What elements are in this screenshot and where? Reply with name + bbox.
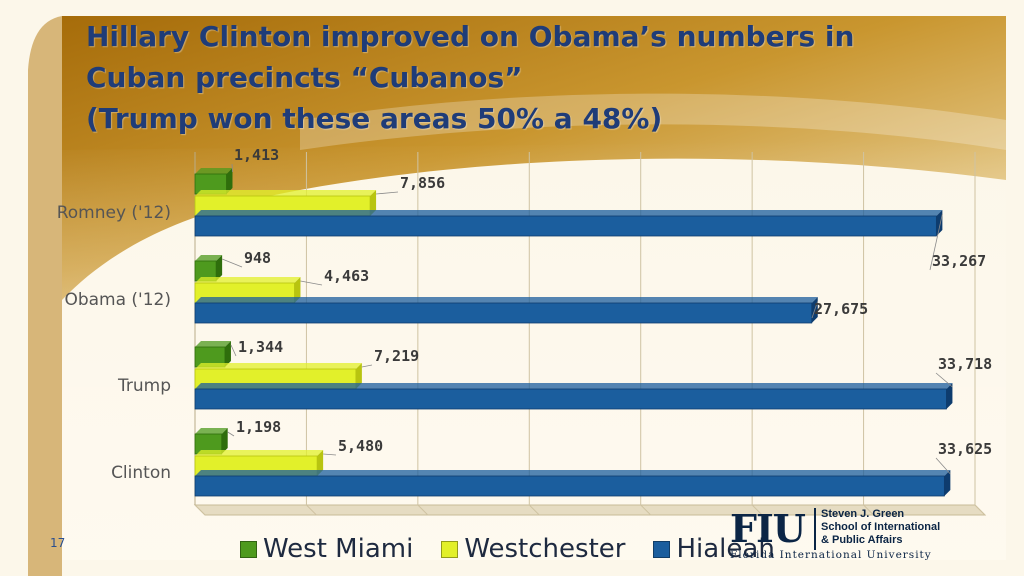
gridline-floor xyxy=(194,504,206,516)
data-label: 1,198 xyxy=(236,418,281,436)
leader-line xyxy=(323,453,337,456)
gridline-floor xyxy=(306,504,317,516)
leader-line xyxy=(227,431,235,437)
logo-school-name: Steven J. Green School of International … xyxy=(821,508,940,547)
category-label: Obama ('12) xyxy=(64,290,171,310)
data-label: 7,219 xyxy=(374,347,419,365)
legend-item-hialeah: Hialeah xyxy=(653,534,775,564)
bar-top xyxy=(195,297,818,303)
bar-end xyxy=(216,255,223,281)
logo-line: School of International xyxy=(821,521,941,533)
bar xyxy=(194,388,947,410)
data-label: 948 xyxy=(244,249,271,267)
legend-swatch xyxy=(441,540,459,558)
gridline-floor xyxy=(974,504,986,516)
bar-end xyxy=(946,383,953,409)
legend-item-west-miami: West Miami xyxy=(240,534,413,564)
bar-top xyxy=(195,255,223,261)
bar-top xyxy=(195,168,233,174)
category-label: Romney ('12) xyxy=(57,203,171,223)
slide-title: Hillary Clinton improved on Obama’s numb… xyxy=(86,16,886,139)
logo-divider xyxy=(814,508,816,550)
gridline-floor xyxy=(863,504,874,516)
fiu-logo: FIU Steven J. Green School of Internatio… xyxy=(728,506,978,568)
bar xyxy=(194,302,813,324)
category-label: Trump xyxy=(117,376,171,396)
title-line: Cuban precincts “Cubanos” xyxy=(86,61,523,94)
bar-top xyxy=(195,341,231,347)
leader-line xyxy=(935,372,953,388)
bar-top xyxy=(195,363,362,369)
bar-top xyxy=(195,210,943,216)
bar-top xyxy=(195,470,951,476)
bar-end xyxy=(936,210,943,236)
leader-line xyxy=(935,457,951,475)
data-label: 5,480 xyxy=(338,437,383,455)
data-label: 1,344 xyxy=(238,338,283,356)
gridline-floor xyxy=(640,504,652,516)
bar-end xyxy=(226,168,233,194)
leader-line xyxy=(929,213,943,271)
legend-label: West Miami xyxy=(263,534,414,564)
leader-line xyxy=(376,191,399,195)
chart-legend: West Miami Westchester Hialeah xyxy=(240,532,803,566)
data-label: 33,718 xyxy=(938,355,992,373)
leader-line xyxy=(230,344,237,357)
data-label: 7,856 xyxy=(400,174,445,192)
logo-line: Steven J. Green xyxy=(821,508,905,520)
legend-label: Hialeah xyxy=(676,534,775,564)
slide-number: 17 xyxy=(50,536,66,550)
leader-line xyxy=(361,364,373,368)
data-label: 27,675 xyxy=(814,300,868,318)
title-line: (Trump won these areas 50% a 48%) xyxy=(86,102,663,135)
logo-mark: FIU xyxy=(730,506,806,551)
bar xyxy=(194,475,945,497)
gridline-floor xyxy=(417,504,429,516)
bar-end xyxy=(944,470,951,496)
leader-line xyxy=(300,280,323,286)
bar-end xyxy=(370,190,377,216)
category-label: Clinton xyxy=(111,463,171,483)
data-label: 4,463 xyxy=(324,267,369,285)
data-label: 1,413 xyxy=(234,146,279,164)
bar-end xyxy=(224,341,231,367)
bar-top xyxy=(195,450,324,456)
bar-top xyxy=(195,190,377,196)
bar-end xyxy=(317,450,324,476)
legend-label: Westchester xyxy=(464,534,626,564)
title-line: Hillary Clinton improved on Obama’s numb… xyxy=(86,20,855,53)
bar-top xyxy=(195,383,953,389)
bar-end xyxy=(221,428,228,454)
bar-end xyxy=(355,363,362,389)
bar-top xyxy=(195,428,228,434)
data-label: 33,267 xyxy=(932,252,986,270)
gridline-floor xyxy=(751,504,763,516)
bar xyxy=(194,215,937,237)
logo-line: & Public Affairs xyxy=(821,534,903,546)
bar-top xyxy=(195,277,301,283)
leader-line xyxy=(221,258,243,268)
data-label: 33,625 xyxy=(938,440,992,458)
legend-item-westchester: Westchester xyxy=(441,534,625,564)
bar-end xyxy=(294,277,301,303)
gridline-floor xyxy=(528,504,540,516)
legend-swatch xyxy=(240,540,257,558)
logo-university: Florida International University xyxy=(730,549,932,561)
legend-swatch xyxy=(653,540,671,558)
leader-line xyxy=(811,300,819,319)
